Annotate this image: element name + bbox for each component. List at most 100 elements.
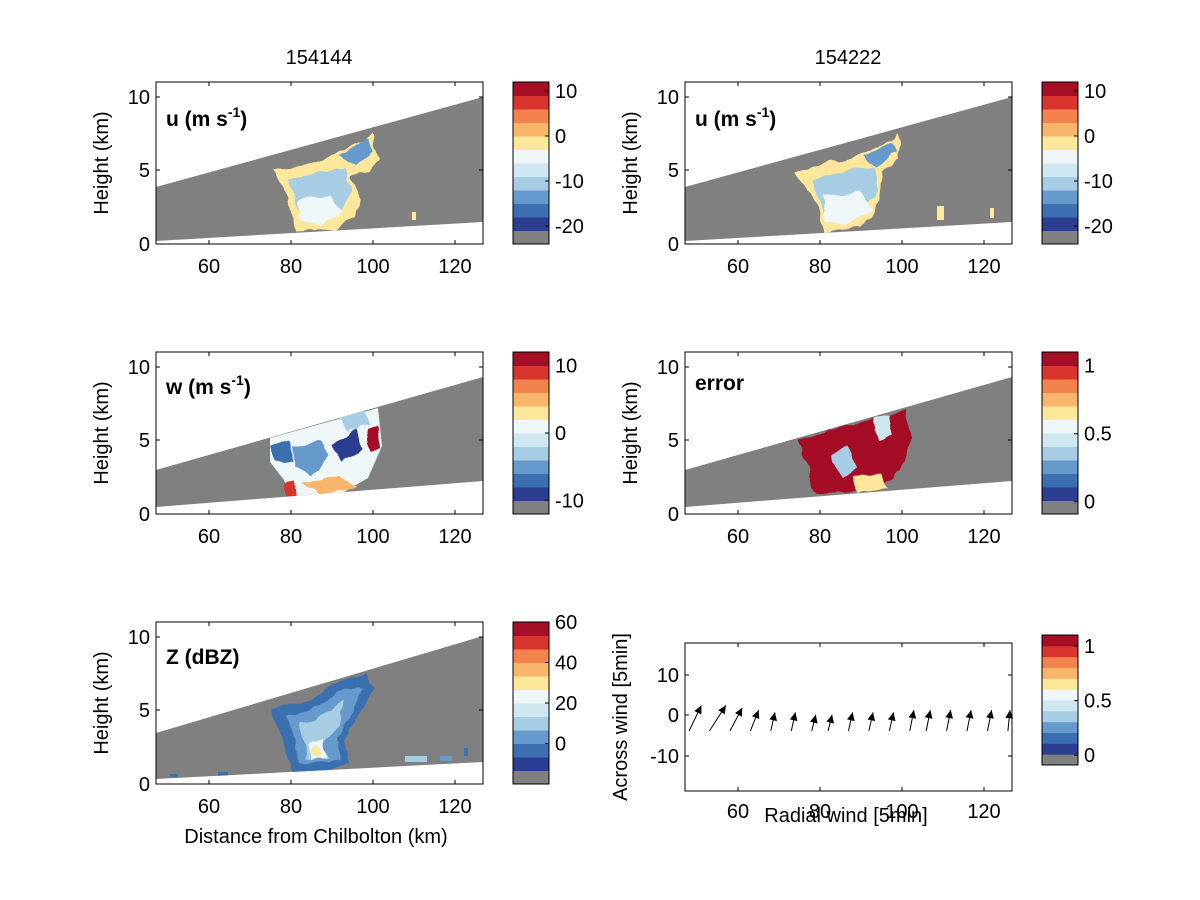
colorbar-tick-label: -10 [555,171,584,193]
y-axis-label: Height (km) [91,111,113,214]
Z-speckle [218,772,228,776]
colorbar-frame [1041,351,1079,515]
y-ticks [156,636,483,785]
colorbar-swatch [513,406,549,420]
Z-speckle [170,774,178,777]
y-tick-label: 10 [657,665,679,687]
u-shape-upper [340,140,374,166]
x-tick-label: 100 [885,801,918,823]
colorbar-swatch [1042,379,1078,393]
y-axis-label: Across wind [5min] [610,633,632,801]
x-ticks [737,352,985,514]
colorbar-swatch [1042,109,1078,123]
colorbar-swatch [513,716,549,731]
wind-vector-head [718,705,726,715]
colorbar-swatch [1042,392,1078,407]
colorbar-tick-label: -10 [1084,171,1113,193]
annotation-sup: -1 [757,104,770,120]
colorbar-swatch [513,163,549,177]
y-tick-label: 5 [139,700,150,722]
colorbar-u-154222: 10 0 -10 -20 [1041,81,1113,245]
error-shape-lightblue [830,446,858,480]
x-tick-label: 100 [356,526,389,548]
colorbar-swatch [1042,190,1078,204]
colorbar-frame [1041,634,1079,766]
x-tick-label: 120 [967,526,1000,548]
colorbar-tick-label: 1 [1084,356,1095,378]
colorbar-swatch [513,95,549,110]
colorbar-swatch [513,365,549,380]
x-tick-label: 60 [727,801,749,823]
colorbar-swatch [1042,700,1078,712]
wind-vector-head [986,710,994,719]
error-field [798,410,910,494]
annotation-text: Z (dBZ) [166,646,239,669]
colorbar-swatch [513,689,549,704]
colorbar-swatch [1042,419,1078,434]
colorbar-w-154144: 10 0 -10 [512,351,584,515]
colorbar-tick-label: 0.5 [1084,691,1112,713]
colorbar-swatch [1042,203,1078,218]
column-title-right: 154222 [815,47,882,69]
colorbar-tick-label: 0 [1084,126,1095,148]
colorbar-swatch [1042,500,1078,515]
y-tick-label: 0 [668,234,679,256]
wind-vector-head [847,712,855,722]
colorbar-swatch [513,662,549,677]
vector-layer [688,705,1014,732]
colorbar-swatch [1042,352,1078,366]
Z-field [170,672,468,777]
colorbar-tick-label: 10 [555,356,577,378]
colorbar-swatch [1042,667,1078,679]
colorbar-tick-label: 10 [1084,81,1106,103]
colorbar-swatch [1042,460,1078,474]
annotation-sup: -1 [228,104,241,120]
wind-vector-head [694,705,702,715]
colorbar-swatch [513,176,549,191]
colorbar-swatch [513,487,549,501]
panel-annotation: error [695,372,744,395]
x-tick-label: 120 [438,526,471,548]
wind-vector-head [887,712,896,722]
colorbar-swatch [1042,136,1078,150]
x-ticks [737,82,985,244]
panel-annotation: u (m s-1) [695,104,776,131]
colorbar-swatch [513,136,549,150]
colorbar-swatch [513,109,549,123]
w-shape-blue [292,440,328,474]
colorbar-swatch [1042,678,1078,690]
wind-vector-head [924,710,933,719]
wind-vector-head [769,712,777,722]
colorbar-tick-label: 0 [1084,745,1095,767]
panel-u-154222: 0 5 10 60 80 100 120 Height (km) u (m s-… [620,81,1013,278]
x-tick-label: 60 [198,796,220,818]
colorbar-u-154144: 10 0 -10 -20 [512,81,584,245]
y-tick-label: 10 [128,357,150,379]
x-tick-label: 100 [885,526,918,548]
y-tick-label: 0 [139,774,150,796]
colorbar-swatch [1042,217,1078,231]
y-tick-label: 0 [139,234,150,256]
x-tick-label: 60 [198,256,220,278]
y-ticks [156,366,483,515]
x-ticks [208,352,456,514]
colorbar-swatch [513,635,549,650]
colorbar-swatch [1042,721,1078,733]
colorbar-swatch [1042,176,1078,191]
colorbar-swatch [1042,82,1078,96]
wind-vector-head [789,712,798,722]
Z-speckle [440,756,452,761]
colorbar-swatch [513,703,549,717]
x-tick-label: 120 [438,796,471,818]
y-tick-label: 5 [668,160,679,182]
colorbar-swatch [513,473,549,488]
colorbar-swatch [1042,645,1078,658]
colorbar-swatch [513,352,549,366]
colorbar-swatch [1042,230,1078,245]
colorbar-tick-label: 0 [555,126,566,148]
colorbar-frame [1041,81,1079,245]
panel-wind-vectors: -10 0 10 60 80 100 120 Across wind [5min… [610,633,1014,827]
axes-frame [684,642,1013,792]
colorbar-swatch [1042,122,1078,137]
